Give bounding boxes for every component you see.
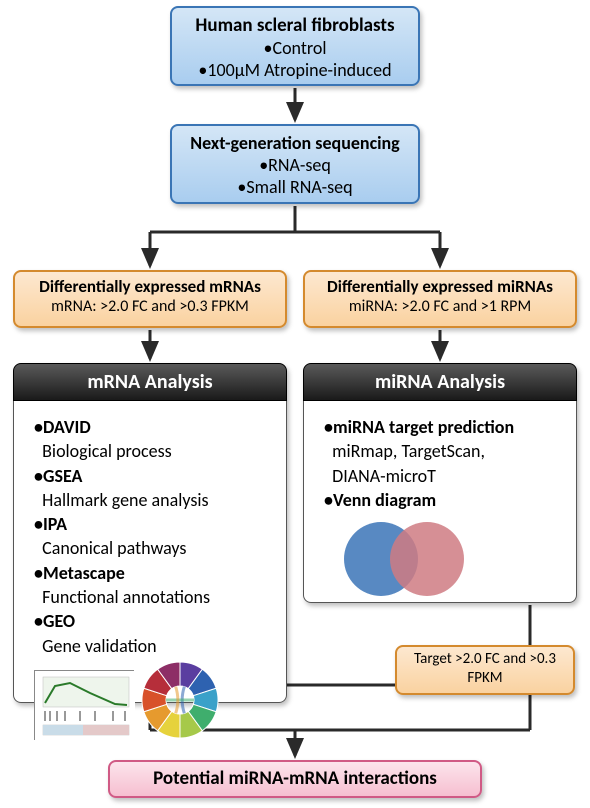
n5-title: Potential miRNA-mRNA interactions [153,767,437,790]
item-sub: Functional annotations [42,586,210,608]
item-sub2: DIANA-microT [332,465,436,487]
mrna-panel-header: mRNA Analysis [13,363,287,401]
list-item: •GSEA Hallmark gene analysis [34,464,270,513]
node-target-threshold: Target >2.0 FC and >0.3 FPKM [395,645,575,695]
item-bold: GEO [43,610,75,632]
item-sub: Biological process [42,440,172,462]
node-human-scleral-fibroblasts: Human scleral fibroblasts •Control •100µ… [170,6,420,86]
item-bold: Metascape [43,562,125,584]
item-bold: GSEA [43,465,82,487]
circular-fan-chart-icon [140,660,220,740]
item-sub: miRmap, TargetScan, [332,440,485,462]
panel-mirna-analysis: miRNA Analysis •miRNA target prediction … [303,363,577,603]
n3-sub: mRNA: >2.0 FC and >0.3 FPKM [19,297,281,316]
mrna-panel-body: •DAVID Biological process •GSEA Hallmark… [13,401,287,703]
gsea-plot-icon [34,670,134,740]
item-sub: Canonical pathways [42,537,186,559]
item-bold: IPA [43,513,67,535]
item-bold: Venn diagram [333,489,436,511]
node-de-mrnas: Differentially expressed mRNAs mRNA: >2.… [13,270,287,328]
n1-line-0: •Control [180,37,410,59]
n4-sub: miRNA: >2.0 FC and >1 RPM [309,297,571,316]
node-de-mirnas: Differentially expressed miRNAs miRNA: >… [303,270,577,328]
list-item: •Venn diagram [324,488,560,512]
n2-line-1: •Small RNA-seq [180,176,410,198]
list-item: •IPA Canonical pathways [34,512,270,561]
n3-title: Differentially expressed mRNAs [19,276,281,297]
item-sub: Hallmark gene analysis [42,489,208,511]
panel-mrna-analysis: mRNA Analysis •DAVID Biological process … [13,363,287,703]
n2-line-0: •RNA-seq [180,154,410,176]
n4-title: Differentially expressed miRNAs [309,276,571,297]
venn-diagram-icon [344,522,484,602]
node-ngs: Next-generation sequencing •RNA-seq •Sma… [170,124,420,204]
node-potential-interactions: Potential miRNA-mRNA interactions [108,760,482,798]
list-item: •miRNA target prediction miRmap, TargetS… [324,415,560,488]
list-item: •Metascape Functional annotations [34,561,270,610]
item-bold: miRNA target prediction [333,416,514,438]
n1-title: Human scleral fibroblasts [180,14,410,37]
mirna-panel-header: miRNA Analysis [303,363,577,401]
list-item: •GEO Gene validation [34,609,270,658]
list-item: •DAVID Biological process [34,415,270,464]
mirna-panel-body: •miRNA target prediction miRmap, TargetS… [303,401,577,603]
item-bold: DAVID [43,416,91,438]
n2-title: Next-generation sequencing [180,132,410,154]
n1-line-1: •100µM Atropine-induced [180,59,410,81]
target-label: Target >2.0 FC and >0.3 FPKM [414,650,556,687]
item-sub: Gene validation [42,635,156,657]
